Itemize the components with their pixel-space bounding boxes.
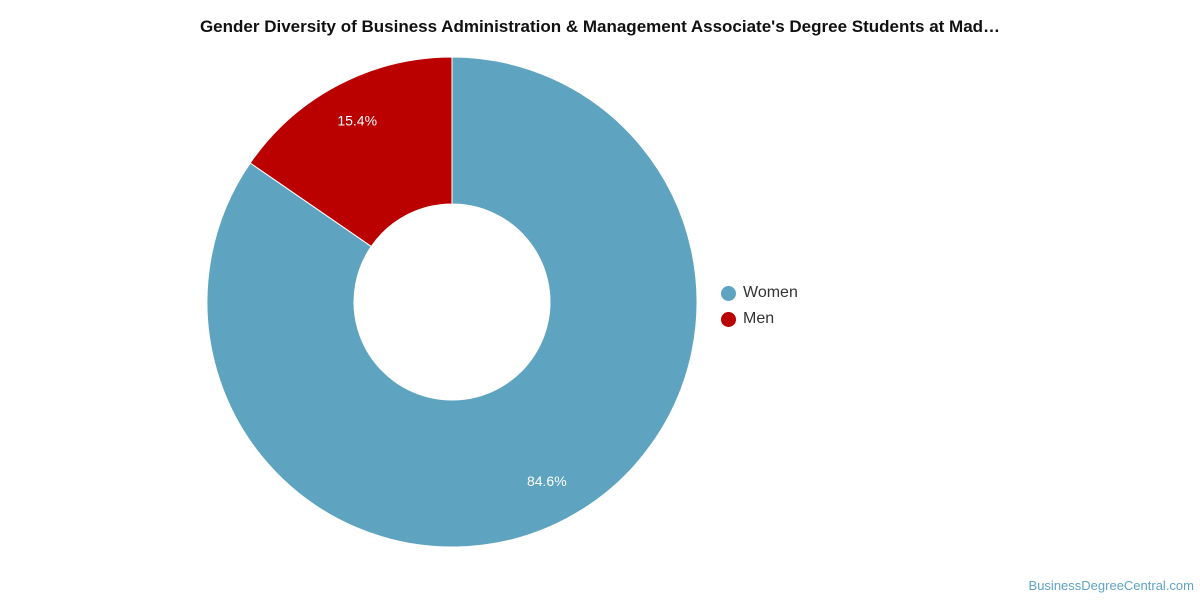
legend: Women Men [721, 280, 798, 332]
chart-title: Gender Diversity of Business Administrat… [199, 17, 1001, 36]
labels-group: 84.6% 15.4% [337, 112, 566, 489]
legend-label-men: Men [743, 310, 775, 327]
legend-label-women: Women [743, 284, 798, 301]
slice-women[interactable] [206, 56, 698, 548]
watermark[interactable]: BusinessDegreeCentral.com [1028, 578, 1194, 593]
slice-label-men: 15.4% [337, 112, 377, 128]
legend-swatch-women [721, 285, 736, 301]
slice-label-women: 84.6% [527, 473, 567, 489]
legend-swatch-men [721, 311, 736, 327]
legend-item-women[interactable]: Women [721, 280, 798, 306]
slice-men[interactable] [249, 56, 453, 248]
legend-item-men[interactable]: Men [721, 306, 798, 332]
slices-group [206, 56, 698, 548]
